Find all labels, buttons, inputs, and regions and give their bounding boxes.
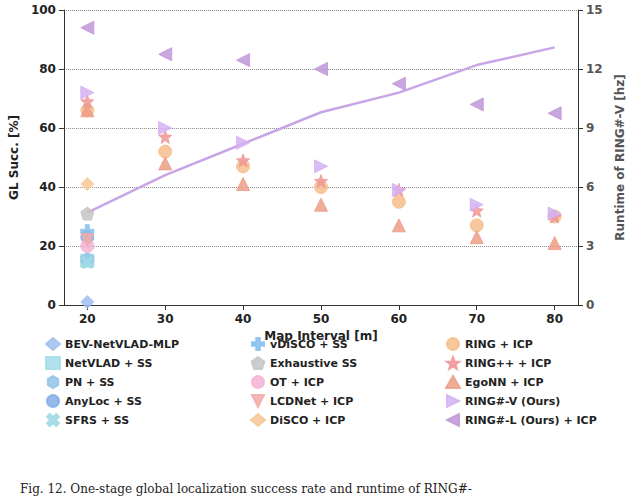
svg-text:AnyLoc + SS: AnyLoc + SS [65,395,142,408]
svg-text:OT + ICP: OT + ICP [270,376,324,389]
svg-text:LCDNet + ICP: LCDNet + ICP [270,395,353,408]
svg-text:0: 0 [586,298,594,312]
svg-text:Map Interval [m]: Map Interval [m] [264,328,378,343]
svg-text:Exhaustive SS: Exhaustive SS [270,357,357,370]
svg-text:20: 20 [79,312,96,326]
svg-text:3: 3 [586,239,594,253]
svg-text:GL Succ. [%]: GL Succ. [%] [7,115,21,200]
svg-text:NetVLAD + SS: NetVLAD + SS [65,357,152,370]
svg-text:DiSCO + ICP: DiSCO + ICP [270,414,345,427]
svg-text:20: 20 [39,239,56,253]
svg-text:RING#-V (Ours): RING#-V (Ours) [465,395,560,408]
svg-text:PN + SS: PN + SS [65,376,115,389]
svg-text:15: 15 [586,3,603,17]
svg-text:40: 40 [39,180,56,194]
svg-text:SFRS + SS: SFRS + SS [65,414,129,427]
svg-text:RING#-L (Ours) + ICP: RING#-L (Ours) + ICP [465,414,597,427]
svg-text:100: 100 [31,3,56,17]
svg-text:70: 70 [468,312,485,326]
svg-text:vDiSCO + SS: vDiSCO + SS [270,338,348,351]
svg-text:RING++ + ICP: RING++ + ICP [465,357,551,370]
svg-text:0: 0 [48,298,56,312]
svg-text:BEV-NetVLAD-MLP: BEV-NetVLAD-MLP [65,338,179,351]
svg-text:EgoNN + ICP: EgoNN + ICP [465,376,543,389]
svg-text:40: 40 [235,312,252,326]
svg-text:9: 9 [586,121,594,135]
svg-text:80: 80 [546,312,563,326]
svg-text:60: 60 [391,312,408,326]
svg-text:6: 6 [586,180,594,194]
svg-text:Runtime of RING#-V [hz]: Runtime of RING#-V [hz] [613,74,627,240]
svg-text:50: 50 [313,312,330,326]
svg-text:80: 80 [39,62,56,76]
svg-text:RING + ICP: RING + ICP [465,338,533,351]
svg-text:12: 12 [586,62,603,76]
svg-text:60: 60 [39,121,56,135]
svg-text:Fig. 12. One-stage global loca: Fig. 12. One-stage global localization s… [20,482,472,496]
svg-text:30: 30 [157,312,174,326]
